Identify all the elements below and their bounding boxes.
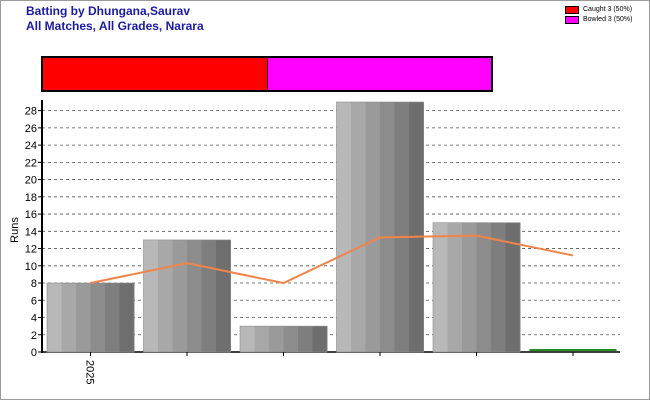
y-tick-label: 12 xyxy=(25,244,37,256)
chart-title: Batting by Dhungana,Saurav All Matches, … xyxy=(26,4,204,34)
dismissal-stacked-bar xyxy=(41,56,493,92)
y-tick-label: 20 xyxy=(25,175,37,187)
bar-stripe xyxy=(283,326,299,352)
bar-stripe xyxy=(105,283,120,352)
y-axis-title: Runs xyxy=(9,217,21,243)
bar-stripe xyxy=(365,102,381,352)
bar-stripe xyxy=(201,239,217,352)
bar-stripe xyxy=(447,222,463,352)
bar-stripe xyxy=(119,283,135,352)
bar-stripe xyxy=(462,222,477,352)
bar-stripe xyxy=(187,239,202,352)
legend-swatch-caught xyxy=(565,6,579,14)
bar-stripe xyxy=(505,222,521,352)
bar-stripe xyxy=(380,102,395,352)
bar xyxy=(529,349,617,351)
bar-stripe xyxy=(312,326,328,352)
title-line-2: All Matches, All Grades, Narara xyxy=(26,19,204,33)
y-tick-label: 22 xyxy=(25,157,37,169)
x-tick-label: 2025 xyxy=(84,360,96,384)
legend-swatch-bowled xyxy=(565,16,579,24)
bar-stripe xyxy=(394,102,410,352)
bar-stripe xyxy=(254,326,270,352)
bar-stripe xyxy=(336,102,352,352)
y-tick-label: 6 xyxy=(31,295,37,307)
y-tick-label: 16 xyxy=(25,209,37,221)
legend-label-bowled: Bowled 3 (50%) xyxy=(583,16,633,23)
legend-item-bowled: Bowled 3 (50%) xyxy=(565,15,632,25)
y-tick-label: 0 xyxy=(31,347,37,359)
bar xyxy=(432,222,521,353)
bar xyxy=(46,282,135,353)
title-line-1: Batting by Dhungana,Saurav xyxy=(26,4,191,18)
bar-stripe xyxy=(351,102,366,352)
bar-stripe xyxy=(76,283,91,352)
y-tick-label: 8 xyxy=(31,278,37,290)
bar-stripe xyxy=(143,239,159,352)
bar-stripe xyxy=(90,283,106,352)
bar-stripe xyxy=(47,283,62,352)
y-tick-label: 26 xyxy=(25,123,37,135)
bar-stripe xyxy=(158,239,173,352)
bar-stripe xyxy=(298,326,313,352)
bar-stripe xyxy=(269,326,284,352)
bar-stripe xyxy=(409,102,424,352)
bar-stripe xyxy=(433,222,448,352)
y-tick-label: 14 xyxy=(25,226,37,238)
bar xyxy=(336,101,424,353)
bar-stripe xyxy=(61,283,77,352)
bar-stripe xyxy=(172,239,188,352)
legend: Caught 3 (50%) Bowled 3 (50%) xyxy=(565,5,632,25)
legend-item-caught: Caught 3 (50%) xyxy=(565,5,632,15)
y-tick-label: 18 xyxy=(25,192,37,204)
y-tick-label: 4 xyxy=(31,313,37,325)
bar xyxy=(143,239,231,353)
dismissal-segment-bowled xyxy=(266,58,491,90)
bar-stripe xyxy=(491,222,506,352)
legend-label-caught: Caught 3 (50%) xyxy=(583,6,633,13)
dismissal-segment-caught xyxy=(43,58,267,90)
bar-stripe xyxy=(240,326,255,352)
y-tick-label: 28 xyxy=(25,106,37,118)
y-tick-label: 24 xyxy=(25,140,37,152)
y-tick-label: 2 xyxy=(31,330,37,342)
bar-stripe xyxy=(216,239,231,352)
bar xyxy=(239,325,328,353)
y-tick-label: 10 xyxy=(25,261,37,273)
bar-stripe xyxy=(476,222,492,352)
average-line xyxy=(90,234,574,285)
